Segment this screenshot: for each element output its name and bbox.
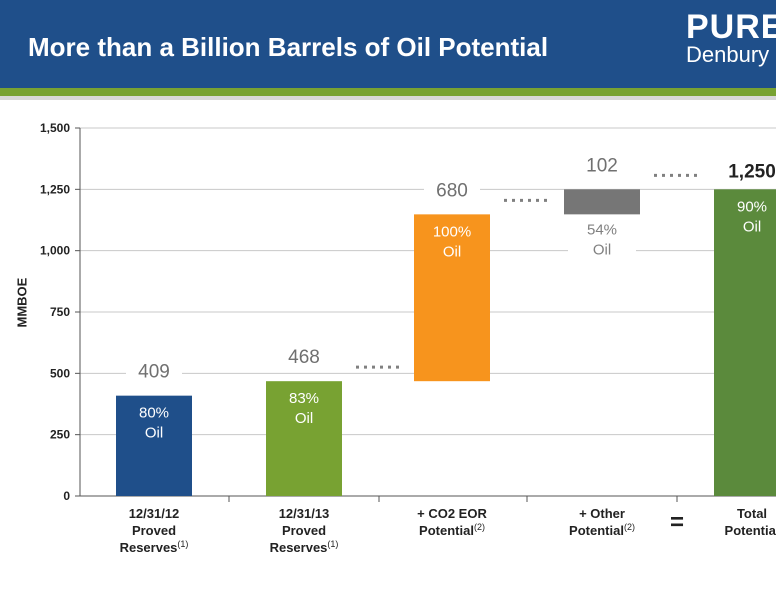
- oil-percent-label: 80%: [139, 405, 169, 422]
- value-label-backdrop: [276, 349, 332, 370]
- bar-value-label: 1,250: [728, 161, 776, 182]
- category-label: + Other Potential(2): [569, 506, 635, 538]
- oil-word-label: Oil: [593, 241, 611, 258]
- category-label-line: + Other: [579, 506, 625, 521]
- category-label-line: Reserves: [270, 540, 328, 555]
- bar: [564, 189, 640, 215]
- oil-label-backdrop: [568, 216, 636, 257]
- category-label-line: 12/31/13: [279, 506, 330, 521]
- oil-percent-label: 83%: [289, 390, 319, 407]
- shadow-rule: [0, 96, 776, 100]
- category-label: Total Potential: [725, 506, 776, 538]
- oil-word-label: Oil: [443, 243, 461, 260]
- bar: [414, 214, 490, 382]
- category-label-line: Proved: [132, 523, 176, 538]
- page-title: More than a Billion Barrels of Oil Poten…: [28, 32, 549, 62]
- category-label-line: Total: [737, 506, 767, 521]
- value-label-backdrop: [126, 363, 182, 384]
- accent-rule: [0, 88, 776, 96]
- footnote-marker: (1): [327, 539, 338, 549]
- category-label: 12/31/12 Proved Reserves(1): [120, 506, 189, 555]
- y-tick-label: 250: [50, 428, 70, 442]
- bar-value-label: 102: [586, 155, 618, 176]
- oil-word-label: Oil: [743, 218, 761, 235]
- category-label-line: Potential: [419, 523, 474, 538]
- bar: [116, 395, 192, 496]
- logo-text-pure: PURE: [686, 8, 776, 46]
- oil-word-label: Oil: [295, 410, 313, 427]
- oil-percent-label: 90%: [737, 198, 767, 215]
- footnote-marker: (2): [624, 522, 635, 532]
- bar: [266, 381, 342, 496]
- value-label-backdrop: [424, 182, 480, 203]
- bar-value-label: 680: [436, 180, 468, 201]
- footnote-marker: (1): [177, 539, 188, 549]
- category-label-line: + CO2 EOR: [417, 506, 487, 521]
- oil-word-label: Oil: [145, 425, 163, 442]
- y-tick-label: 500: [50, 366, 70, 380]
- y-tick-label: 1,000: [40, 244, 70, 258]
- y-tick-label: 750: [50, 305, 70, 319]
- category-label-line: Reserves: [120, 540, 178, 555]
- y-tick-label: 0: [63, 489, 70, 503]
- footnote-marker: (2): [474, 522, 485, 532]
- category-label-line: Proved: [282, 523, 326, 538]
- value-label-backdrop: [574, 157, 630, 178]
- category-label-line: Potential: [725, 523, 776, 538]
- title-banner: More than a Billion Barrels of Oil Poten…: [0, 0, 776, 88]
- value-label-backdrop: [724, 163, 776, 184]
- bar: [714, 189, 776, 497]
- category-label: + CO2 EOR Potential(2): [417, 506, 487, 538]
- oil-percent-label: 100%: [433, 223, 471, 240]
- category-label: 12/31/13 Proved Reserves(1): [270, 506, 339, 555]
- oil-percent-label: 54%: [587, 221, 617, 238]
- bar-value-label: 468: [288, 347, 320, 368]
- category-label-line: Potential: [569, 523, 624, 538]
- y-tick-label: 1,500: [40, 121, 70, 135]
- equals-sign: =: [670, 509, 684, 536]
- company-logo: PURE Denbury: [686, 10, 776, 66]
- bar-value-label: 409: [138, 362, 170, 383]
- category-label-line: 12/31/12: [129, 506, 180, 521]
- y-tick-label: 1,250: [40, 182, 70, 196]
- logo-text-denbury: Denbury: [686, 42, 770, 67]
